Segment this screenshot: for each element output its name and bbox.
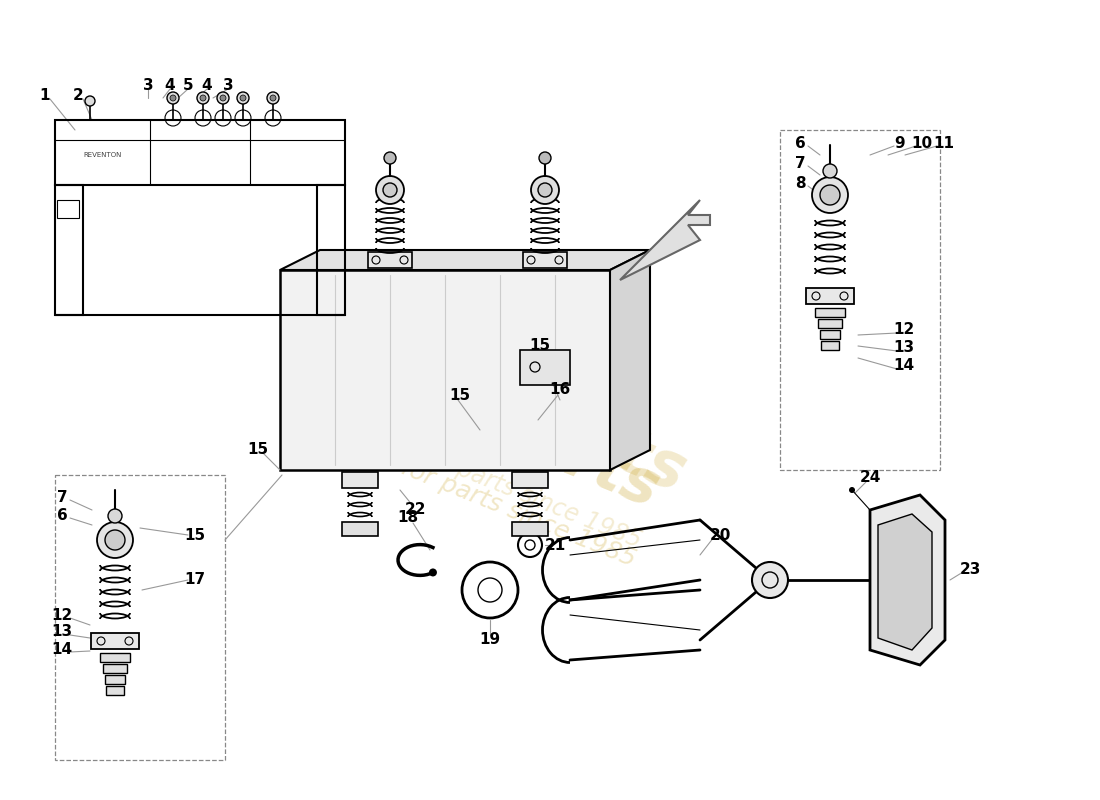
Bar [780,130,940,470]
Bar [342,522,378,536]
Text: 10: 10 [912,135,933,150]
Bar [317,185,345,315]
Circle shape [200,95,206,101]
Text: a passion for parts since 1985: a passion for parts since 1985 [305,397,645,553]
Text: europarts: europarts [332,339,668,521]
Text: a passion for parts since 1985: a passion for parts since 1985 [280,408,639,572]
Text: 16: 16 [549,382,571,398]
Polygon shape [610,250,650,470]
Text: 12: 12 [52,607,73,622]
Bar [106,686,124,695]
Circle shape [104,530,125,550]
Polygon shape [870,495,945,665]
Bar [512,472,548,488]
Polygon shape [280,250,650,270]
Circle shape [220,95,225,101]
Circle shape [539,152,551,164]
Text: REVENTON: REVENTON [84,152,122,158]
Text: 6: 6 [794,135,805,150]
Circle shape [167,92,179,104]
Circle shape [376,176,404,204]
Circle shape [108,509,122,523]
Text: 11: 11 [934,135,955,150]
Text: 23: 23 [959,562,981,578]
Text: 8: 8 [794,175,805,190]
Text: 15: 15 [450,387,471,402]
Bar [280,270,610,470]
Text: 4: 4 [165,78,175,93]
Circle shape [812,177,848,213]
Text: 7: 7 [57,490,67,506]
Text: 3: 3 [222,78,233,93]
Text: 4: 4 [201,78,212,93]
Bar [821,341,839,350]
Circle shape [97,522,133,558]
Text: 2: 2 [73,87,84,102]
Text: 18: 18 [397,510,419,526]
Circle shape [429,569,437,577]
Bar [55,185,82,315]
Text: 15: 15 [185,527,206,542]
Circle shape [240,95,246,101]
Circle shape [538,183,552,197]
Text: 13: 13 [52,625,73,639]
Circle shape [531,176,559,204]
Bar [57,200,79,218]
Circle shape [270,95,276,101]
Bar [815,308,845,317]
Text: 3: 3 [143,78,153,93]
Bar [818,319,842,328]
Text: 24: 24 [859,470,881,486]
Circle shape [217,92,229,104]
Bar [368,252,412,268]
Circle shape [849,487,855,493]
Text: 20: 20 [710,527,730,542]
Circle shape [85,96,95,106]
Text: europarts: europarts [344,315,695,505]
Bar [806,288,854,304]
Text: 15: 15 [248,442,268,458]
Text: 22: 22 [405,502,426,518]
Bar [91,633,139,649]
Bar [522,252,566,268]
Bar [820,330,840,339]
Bar [512,522,548,536]
Circle shape [197,92,209,104]
Text: 9: 9 [894,135,905,150]
Text: 6: 6 [56,509,67,523]
Bar [100,653,130,662]
Circle shape [383,183,397,197]
Circle shape [384,152,396,164]
Bar [103,664,127,673]
Text: 21: 21 [544,538,565,553]
Bar [342,472,378,488]
Bar [55,475,225,760]
Circle shape [823,164,837,178]
Polygon shape [878,514,932,650]
Text: 14: 14 [52,642,73,657]
Text: 19: 19 [480,633,501,647]
Text: 13: 13 [893,341,914,355]
Circle shape [236,92,249,104]
Bar [104,675,125,684]
Circle shape [170,95,176,101]
Text: 5: 5 [183,78,194,93]
Bar [520,350,570,385]
Text: 1: 1 [40,87,51,102]
Text: 12: 12 [893,322,914,338]
Circle shape [820,185,840,205]
Circle shape [752,562,788,598]
Circle shape [267,92,279,104]
Text: 15: 15 [529,338,551,353]
Text: 7: 7 [794,155,805,170]
Text: 17: 17 [185,573,206,587]
Text: 14: 14 [893,358,914,374]
Bar [55,120,345,185]
Polygon shape [620,200,710,280]
